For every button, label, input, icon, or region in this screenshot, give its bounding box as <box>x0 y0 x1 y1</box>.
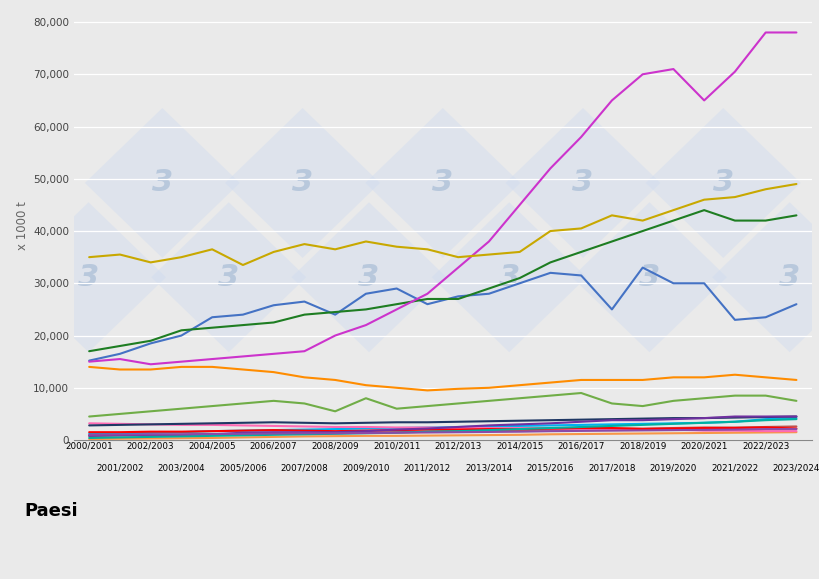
Text: 2003/2004: 2003/2004 <box>157 464 205 472</box>
Text: 2011/2012: 2011/2012 <box>403 464 450 472</box>
Polygon shape <box>711 202 819 352</box>
Text: 3: 3 <box>778 263 799 292</box>
Polygon shape <box>365 108 519 258</box>
Polygon shape <box>572 202 726 352</box>
Text: 2021/2022: 2021/2022 <box>710 464 758 472</box>
Text: 3: 3 <box>358 263 379 292</box>
Text: 2015/2016: 2015/2016 <box>526 464 573 472</box>
Text: 2017/2018: 2017/2018 <box>587 464 635 472</box>
Text: 2007/2008: 2007/2008 <box>280 464 328 472</box>
Y-axis label: x 1000 t: x 1000 t <box>16 201 29 250</box>
Text: 3: 3 <box>498 263 519 292</box>
Text: 2019/2020: 2019/2020 <box>649 464 696 472</box>
Text: 2023/2024: 2023/2024 <box>771 464 819 472</box>
Polygon shape <box>505 108 659 258</box>
Text: 2005/2006: 2005/2006 <box>219 464 266 472</box>
Polygon shape <box>292 202 446 352</box>
Text: 3: 3 <box>292 168 313 197</box>
Text: 2013/2014: 2013/2014 <box>464 464 512 472</box>
Text: 3: 3 <box>638 263 659 292</box>
Text: 3: 3 <box>218 263 239 292</box>
Text: 3: 3 <box>432 168 453 197</box>
Text: 2009/2010: 2009/2010 <box>342 464 389 472</box>
Text: 2001/2002: 2001/2002 <box>96 464 143 472</box>
Text: 3: 3 <box>78 263 99 292</box>
Text: 3: 3 <box>152 168 173 197</box>
Polygon shape <box>85 108 239 258</box>
Text: 3: 3 <box>572 168 593 197</box>
Polygon shape <box>151 202 306 352</box>
Polygon shape <box>11 202 165 352</box>
Polygon shape <box>645 108 799 258</box>
Polygon shape <box>224 108 380 258</box>
Polygon shape <box>431 202 586 352</box>
Text: 3: 3 <box>712 168 733 197</box>
Text: Paesi: Paesi <box>25 503 78 521</box>
